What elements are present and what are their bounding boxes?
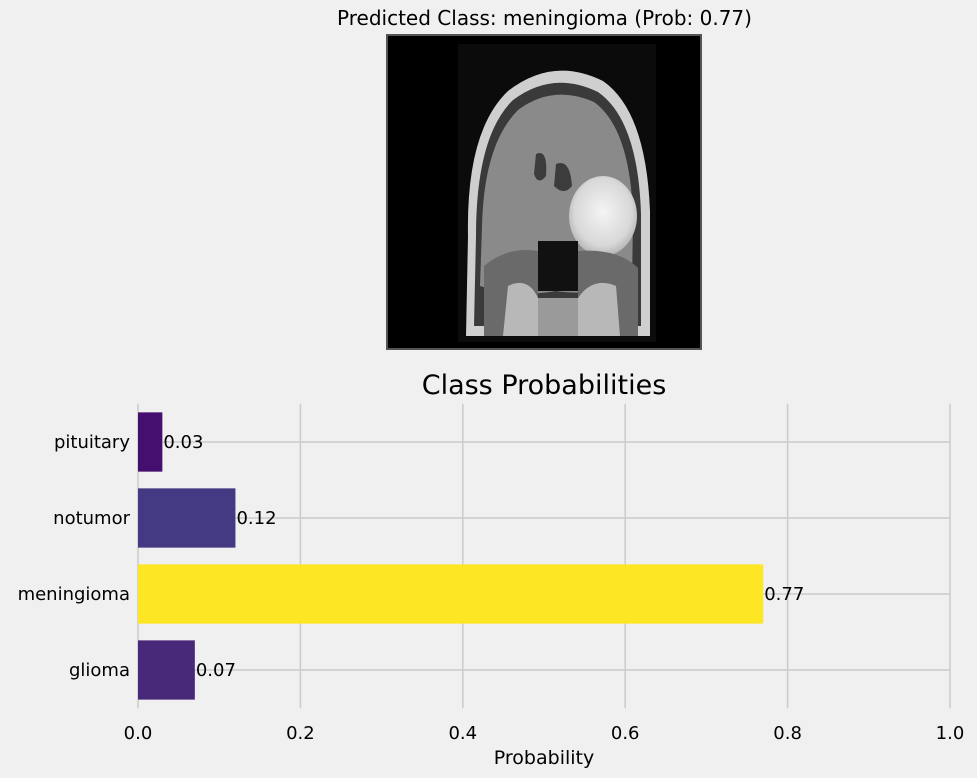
x-tick-label: 0.2 xyxy=(286,723,315,744)
category-label-notumor: notumor xyxy=(53,508,130,529)
value-label-pituitary: 0.03 xyxy=(163,432,203,453)
x-tick-label: 1.0 xyxy=(936,723,965,744)
x-tick-label: 0.0 xyxy=(124,723,153,744)
x-axis-title: Probability xyxy=(494,747,594,769)
value-label-notumor: 0.12 xyxy=(236,508,276,529)
grid-lines xyxy=(137,404,951,708)
bar-notumor xyxy=(138,488,236,548)
figure-title: Predicted Class: meningioma (Prob: 0.77) xyxy=(337,6,752,30)
category-label-glioma: glioma xyxy=(69,660,130,681)
value-label-meningioma: 0.77 xyxy=(764,584,804,605)
category-label-meningioma: meningioma xyxy=(18,584,130,605)
bars xyxy=(138,412,764,700)
chart-title: Class Probabilities xyxy=(422,370,667,401)
bar-pituitary xyxy=(138,412,163,472)
value-label-glioma: 0.07 xyxy=(196,660,236,681)
mri-brain-scan-image xyxy=(386,34,702,350)
labels: 0.0 0.2 0.4 0.6 0.8 1.0 glioma 0.07 meningioma 0.… xyxy=(18,432,965,744)
bar-glioma xyxy=(138,640,195,700)
x-tick-label: 0.4 xyxy=(448,723,477,744)
x-tick-label: 0.8 xyxy=(773,723,802,744)
category-label-pituitary: pituitary xyxy=(54,432,130,453)
bar-meningioma xyxy=(138,564,764,624)
x-tick-label: 0.6 xyxy=(611,723,640,744)
mri-brain-icon xyxy=(388,36,700,348)
